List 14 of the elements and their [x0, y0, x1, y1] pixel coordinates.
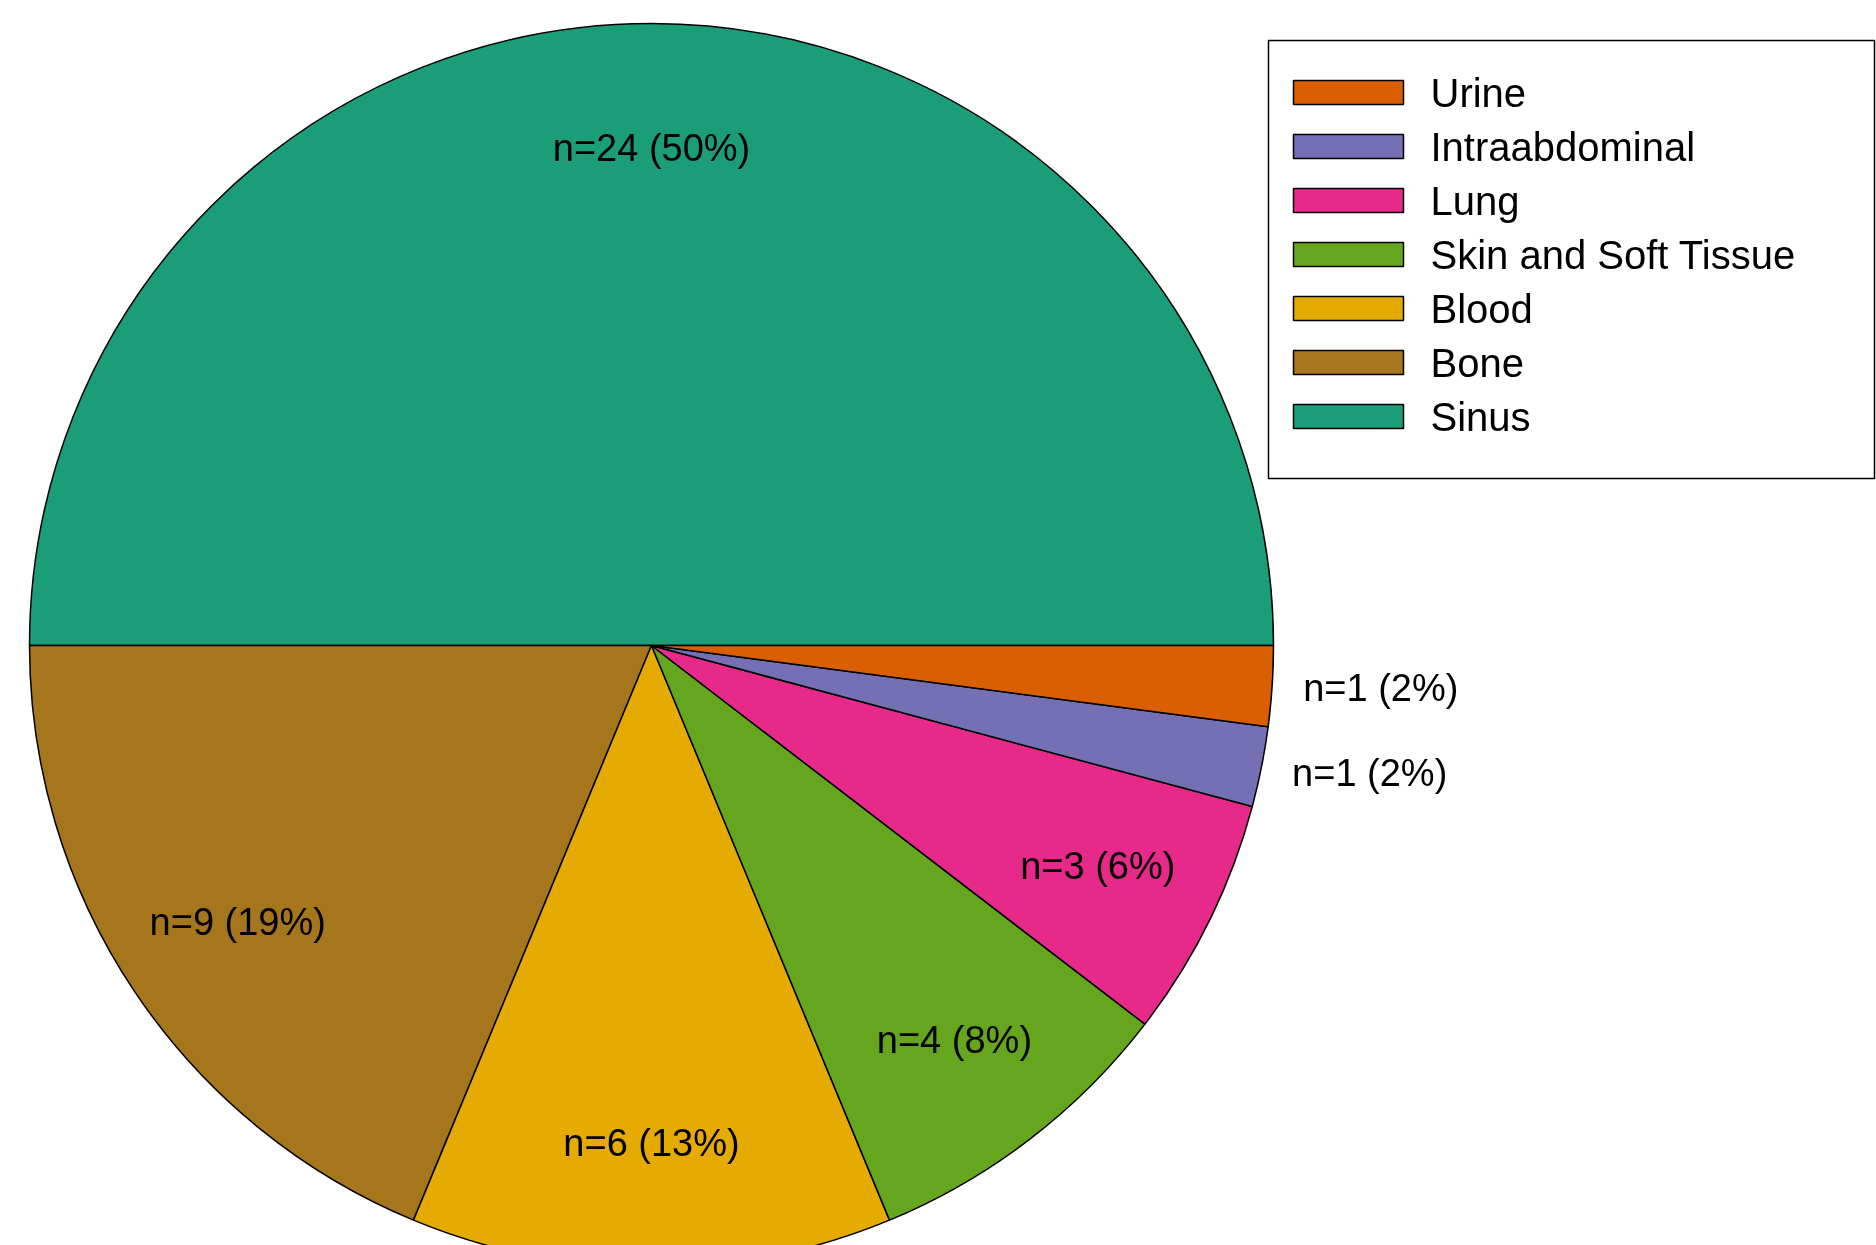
data-label: n=9 (19%) — [149, 900, 326, 943]
data-label: n=4 (8%) — [876, 1019, 1033, 1062]
data-label: n=6 (13%) — [563, 1122, 740, 1165]
legend-label: Sinus — [1430, 394, 1531, 439]
legend-label: Bone — [1430, 340, 1524, 385]
legend-label: Lung — [1430, 178, 1520, 223]
legend-label: Blood — [1430, 286, 1533, 331]
data-label: n=24 (50%) — [552, 126, 751, 169]
legend-label: Skin and Soft Tissue — [1430, 232, 1796, 277]
data-label: n=1 (2%) — [1292, 751, 1448, 794]
legend-label: Urine — [1430, 70, 1527, 115]
data-label: n=3 (6%) — [1020, 844, 1176, 887]
legend-label: Intraabdominal — [1430, 124, 1696, 169]
data-label: n=1 (2%) — [1303, 667, 1459, 710]
